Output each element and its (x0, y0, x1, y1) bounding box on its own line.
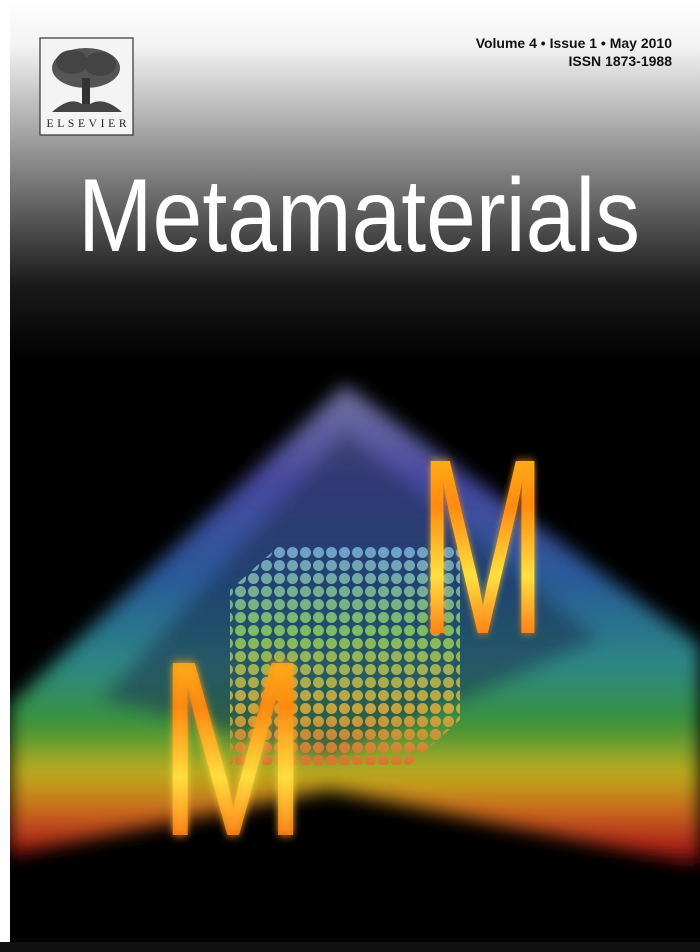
issn: ISSN 1873-1988 (568, 53, 672, 69)
cover-letter: M (418, 408, 547, 687)
publisher-logo: ELSEVIER (39, 37, 134, 136)
bottom-edge (0, 942, 700, 952)
journal-title: Metamaterials (78, 158, 640, 274)
cover-letter-glow: M (158, 610, 308, 889)
sphere-cube (230, 545, 460, 765)
cover-letter-top: M M (418, 408, 547, 687)
cover-letter-bottom: M M (158, 610, 308, 889)
cover-letter: M (158, 610, 308, 889)
cover-letter-glow: M (418, 408, 547, 687)
issue-line: Volume 4 • Issue 1 • May 2010 (476, 35, 673, 51)
page-edge (0, 0, 10, 952)
